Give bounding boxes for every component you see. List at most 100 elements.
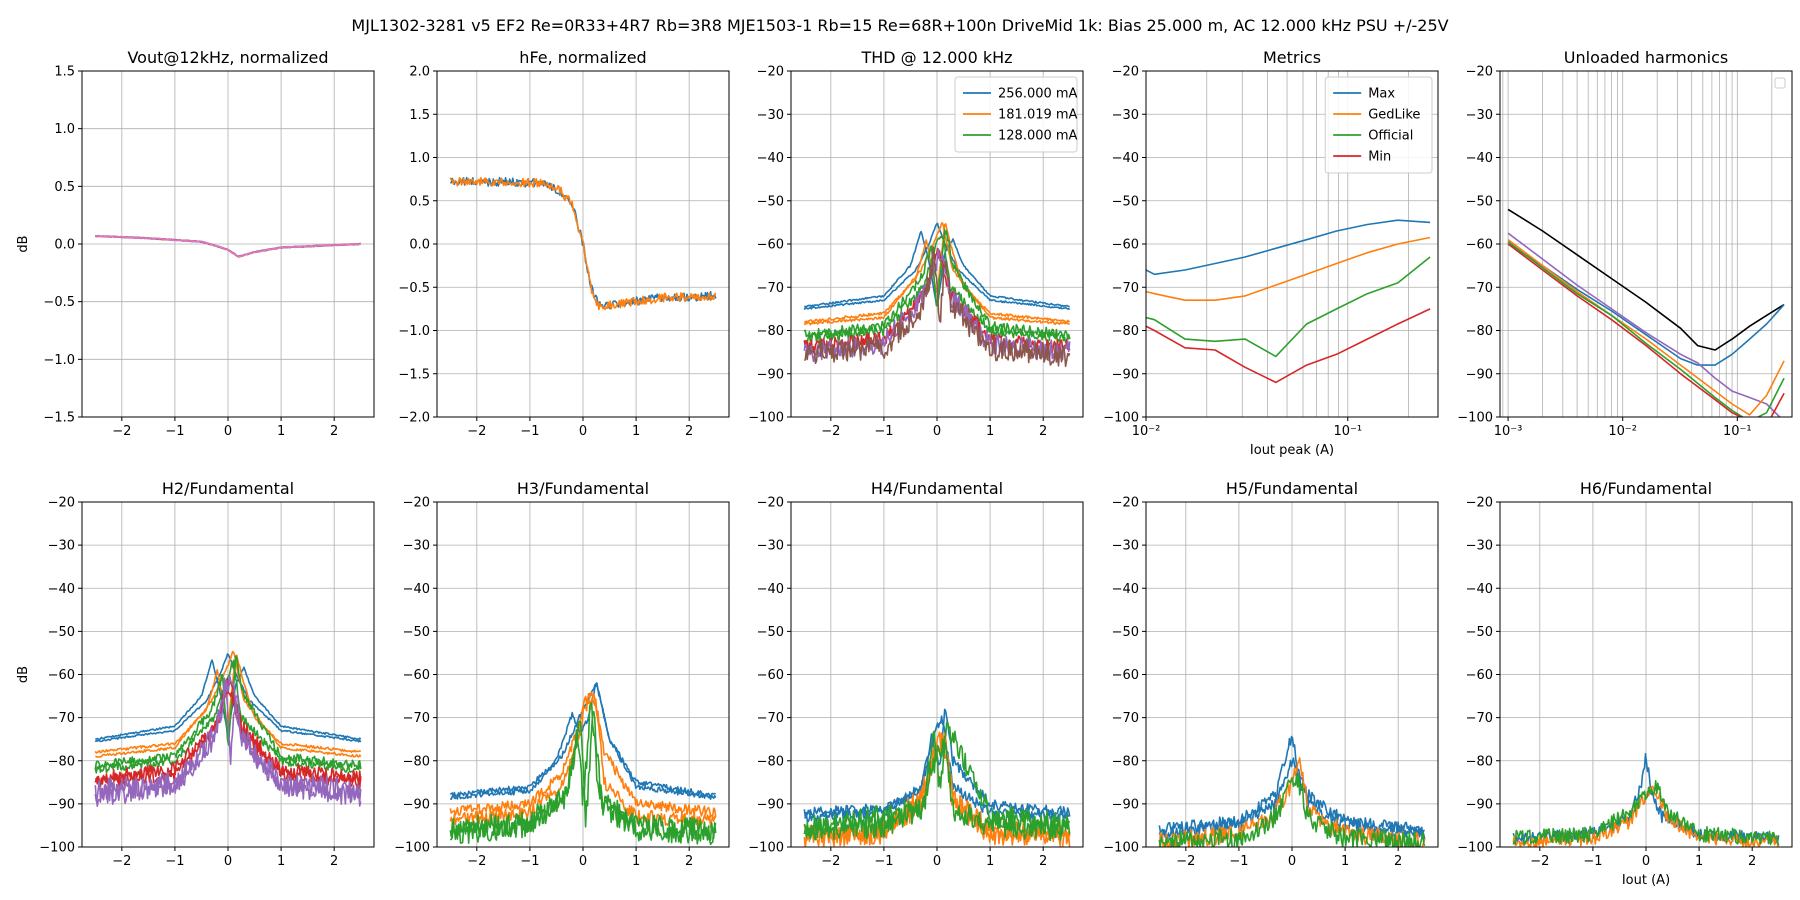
y-tick-label: −50: [757, 194, 784, 209]
series-line: [1158, 757, 1426, 840]
x-tick-label: 1: [632, 854, 640, 869]
x-tick-label: −2: [1530, 854, 1549, 869]
panel-metrics: −100 −90 −80 −70 −60 −50 −40 −30 −20 10⁻² 10⁻¹ Metr…: [1103, 48, 1439, 458]
x-tick-label: 1: [1341, 854, 1349, 869]
panel-hfe: −2.0 −1.5 −1.0 −0.5 0.0 0.5 1.0 1.5 2.0 −2 −1 0 1 2 hF…: [398, 48, 730, 439]
x-tick-label: 1: [986, 854, 994, 869]
y-tick-label: 1.5: [409, 108, 430, 123]
x-tick-label: 10⁻³: [1494, 424, 1523, 439]
series-group-thd: [803, 222, 1071, 368]
series-line: [449, 682, 716, 798]
figure-suptitle: MJL1302-3281 v5 EF2 Re=0R33+4R7 Rb=3R8 M…: [351, 16, 1448, 35]
series-line: [1507, 232, 1781, 417]
y-tick-label: −2.0: [398, 411, 430, 426]
x-tick-label: 2: [685, 854, 693, 869]
x-tick-label: 0: [1288, 854, 1296, 869]
y-tick-label: −90: [1466, 367, 1493, 382]
y-tick-label: −100: [748, 411, 784, 426]
series-group-h6: [1512, 752, 1780, 847]
x-tick-label: −2: [1176, 854, 1195, 869]
y-tick-label: −100: [394, 841, 430, 856]
x-tick-label: 0: [224, 424, 232, 439]
y-tick-label: −60: [403, 668, 430, 683]
y-tick-label: −70: [403, 711, 430, 726]
y-tick-label: −100: [1457, 411, 1493, 426]
series-line: [803, 222, 1070, 326]
x-tick-label: −2: [467, 424, 486, 439]
series-line: [1146, 256, 1431, 358]
y-axis-label: dB: [16, 235, 31, 252]
panel-title: H4/Fundamental: [871, 479, 1003, 498]
y-tick-label: −50: [1466, 194, 1493, 209]
x-tick-label: −1: [520, 424, 539, 439]
y-tick-label: −40: [1112, 151, 1139, 166]
x-tick-label: 0: [224, 854, 232, 869]
y-tick-label: 0.0: [54, 238, 75, 253]
y-tick-label: −50: [757, 625, 784, 640]
y-tick-label: 2.0: [409, 65, 430, 80]
x-axis-label: Iout peak (A): [1250, 443, 1334, 458]
y-tick-label: −70: [757, 711, 784, 726]
y-tick-label: −80: [1112, 754, 1139, 769]
series-group-hfe: [449, 176, 717, 311]
y-tick-label: −1.5: [43, 411, 75, 426]
x-tick-label: 1: [277, 854, 285, 869]
legend-label: 128.000 mA: [998, 129, 1078, 144]
series-line: [1507, 241, 1785, 417]
y-tick-label: −100: [1103, 841, 1139, 856]
y-tick-label: −40: [757, 582, 784, 597]
y-tick-label: −70: [757, 281, 784, 296]
series-group-h3: [449, 682, 717, 846]
y-tick-label: 1.0: [54, 122, 75, 137]
y-tick-label: −90: [1112, 797, 1139, 812]
x-tick-label: 0: [579, 424, 587, 439]
x-tick-label: 0: [579, 854, 587, 869]
legend-thd: 256.000 mA 181.019 mA 128.000 mA: [954, 76, 1078, 153]
y-tick-label: −30: [1466, 108, 1493, 123]
series-line: [803, 222, 1071, 311]
x-tick-label: 1: [632, 424, 640, 439]
y-tick-label: −80: [403, 754, 430, 769]
x-tick-label: 0: [933, 854, 941, 869]
y-tick-label: −80: [1112, 324, 1139, 339]
panel-title: H6/Fundamental: [1580, 479, 1712, 498]
y-tick-label: 0.0: [409, 238, 430, 253]
y-tick-label: −100: [1103, 411, 1139, 426]
series-group-unloaded: [1507, 208, 1785, 417]
x-tick-label: 2: [330, 424, 338, 439]
y-tick-label: −50: [1112, 194, 1139, 209]
y-tick-label: −80: [757, 324, 784, 339]
panel-title: H5/Fundamental: [1226, 479, 1358, 498]
panel-title: Unloaded harmonics: [1564, 48, 1728, 67]
y-tick-label: −0.5: [43, 295, 75, 310]
legend-box: [954, 76, 1078, 153]
grid-hfe: [437, 70, 729, 418]
legend-label: Max: [1368, 87, 1395, 102]
series-line: [449, 177, 717, 311]
x-tick-label: 2: [1039, 854, 1047, 869]
y-tick-label: −70: [1466, 281, 1493, 296]
y-tick-label: −60: [1466, 238, 1493, 253]
y-tick-label: −30: [757, 539, 784, 554]
legend-label: Min: [1368, 150, 1391, 165]
series-group-h5: [1158, 735, 1426, 847]
x-tick-label: −1: [1583, 854, 1602, 869]
y-tick-label: −90: [757, 367, 784, 382]
y-tick-label: −40: [48, 582, 75, 597]
panel-h4: −100 −90 −80 −70 −60 −50 −40 −30 −20 −2 −1 0 1 2 H4/Fu…: [748, 479, 1084, 869]
series-line: [1146, 219, 1431, 276]
panel-h6: −100 −90 −80 −70 −60 −50 −40 −30 −20 −2 −1 0 1 2 H6/Fu…: [1457, 479, 1793, 888]
panel-title: Metrics: [1263, 48, 1321, 67]
y-tick-label: −100: [39, 841, 75, 856]
y-tick-label: −30: [757, 108, 784, 123]
legend-label: GedLike: [1368, 108, 1420, 123]
series-group-metrics: [1146, 219, 1431, 384]
y-tick-label: −30: [1466, 539, 1493, 554]
y-tick-label: 1.0: [409, 151, 430, 166]
x-tick-label: 2: [1748, 854, 1756, 869]
y-tick-label: −90: [1112, 367, 1139, 382]
y-tick-label: −70: [1112, 281, 1139, 296]
legend-metrics: Max GedLike Official Min: [1324, 76, 1433, 174]
series-line: [803, 738, 1071, 842]
